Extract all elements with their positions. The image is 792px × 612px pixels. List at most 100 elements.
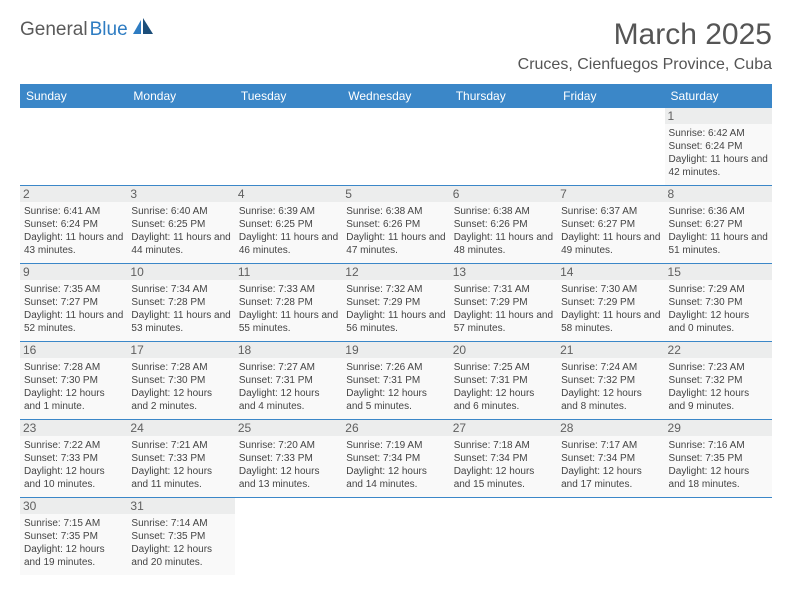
day-number: 23 bbox=[20, 420, 127, 436]
empty-cell bbox=[342, 498, 449, 576]
day-cell: 8Sunrise: 6:36 AMSunset: 6:27 PMDaylight… bbox=[665, 186, 772, 264]
day-info: Sunrise: 7:27 AMSunset: 7:31 PMDaylight:… bbox=[239, 361, 338, 413]
day-info: Sunrise: 7:35 AMSunset: 7:27 PMDaylight:… bbox=[24, 283, 123, 335]
logo: GeneralBlue bbox=[20, 18, 155, 41]
day-cell: 29 Sunrise: 7:16 AMSunset: 7:35 PMDayligh… bbox=[665, 420, 772, 498]
day-cell: 11Sunrise: 7:33 AMSunset: 7:28 PMDayligh… bbox=[235, 264, 342, 342]
month-title: March 2025 bbox=[518, 18, 772, 52]
title-block: March 2025 Cruces, Cienfuegos Province, … bbox=[518, 18, 772, 74]
day-cell: 23Sunrise: 7:22 AMSunset: 7:33 PMDayligh… bbox=[20, 420, 127, 498]
empty-cell bbox=[20, 108, 127, 186]
day-cell: 14Sunrise: 7:30 AMSunset: 7:29 PMDayligh… bbox=[557, 264, 664, 342]
day-number: 27 bbox=[450, 420, 557, 436]
day-info: Sunrise: 7:28 AMSunset: 7:30 PMDaylight:… bbox=[131, 361, 230, 413]
day-cell: 2 Sunrise: 6:41 AMSunset: 6:24 PMDaylight… bbox=[20, 186, 127, 264]
day-number: 15 bbox=[665, 264, 772, 280]
empty-cell bbox=[557, 108, 664, 186]
logo-text-blue: Blue bbox=[90, 19, 128, 41]
day-number: 22 bbox=[665, 342, 772, 358]
weekday-header: Friday bbox=[557, 84, 664, 108]
calendar-row: 9 Sunrise: 7:35 AMSunset: 7:27 PMDaylight… bbox=[20, 264, 772, 342]
day-info: Sunrise: 7:24 AMSunset: 7:32 PMDaylight:… bbox=[561, 361, 660, 413]
day-cell: 24 Sunrise: 7:21 AMSunset: 7:33 PMDayligh… bbox=[127, 420, 234, 498]
weekday-header: Tuesday bbox=[235, 84, 342, 108]
day-cell: 5Sunrise: 6:38 AMSunset: 6:26 PMDaylight… bbox=[342, 186, 449, 264]
day-cell: 1Sunrise: 6:42 AMSunset: 6:24 PMDaylight… bbox=[665, 108, 772, 186]
empty-cell bbox=[557, 498, 664, 576]
day-number: 21 bbox=[557, 342, 664, 358]
weekday-header: Sunday bbox=[20, 84, 127, 108]
day-cell: 17Sunrise: 7:28 AMSunset: 7:30 PMDayligh… bbox=[127, 342, 234, 420]
day-cell: 27 Sunrise: 7:18 AMSunset: 7:34 PMDayligh… bbox=[450, 420, 557, 498]
day-cell: 12Sunrise: 7:32 AMSunset: 7:29 PMDayligh… bbox=[342, 264, 449, 342]
weekday-row: Sunday Monday Tuesday Wednesday Thursday… bbox=[20, 84, 772, 108]
day-cell: 20Sunrise: 7:25 AMSunset: 7:31 PMDayligh… bbox=[450, 342, 557, 420]
empty-cell bbox=[665, 498, 772, 576]
day-cell: 6 Sunrise: 6:38 AMSunset: 6:26 PMDaylight… bbox=[450, 186, 557, 264]
day-number: 24 bbox=[127, 420, 234, 436]
day-info: Sunrise: 7:34 AMSunset: 7:28 PMDaylight:… bbox=[131, 283, 230, 335]
day-number: 2 bbox=[20, 186, 127, 202]
weekday-header: Saturday bbox=[665, 84, 772, 108]
day-info: Sunrise: 7:28 AMSunset: 7:30 PMDaylight:… bbox=[24, 361, 123, 413]
day-number: 1 bbox=[665, 108, 772, 124]
day-cell: 22 Sunrise: 7:23 AMSunset: 7:32 PMDayligh… bbox=[665, 342, 772, 420]
empty-cell bbox=[235, 498, 342, 576]
day-cell: 9 Sunrise: 7:35 AMSunset: 7:27 PMDaylight… bbox=[20, 264, 127, 342]
day-number: 25 bbox=[235, 420, 342, 436]
day-number: 8 bbox=[665, 186, 772, 202]
day-cell: 28Sunrise: 7:17 AMSunset: 7:34 PMDayligh… bbox=[557, 420, 664, 498]
empty-cell bbox=[127, 108, 234, 186]
calendar-row: 1Sunrise: 6:42 AMSunset: 6:24 PMDaylight… bbox=[20, 108, 772, 186]
day-info: Sunrise: 7:19 AMSunset: 7:34 PMDaylight:… bbox=[346, 439, 445, 491]
day-number: 9 bbox=[20, 264, 127, 280]
empty-cell bbox=[450, 108, 557, 186]
day-number: 29 bbox=[665, 420, 772, 436]
calendar-row: 16Sunrise: 7:28 AMSunset: 7:30 PMDayligh… bbox=[20, 342, 772, 420]
weekday-header: Monday bbox=[127, 84, 234, 108]
location: Cruces, Cienfuegos Province, Cuba bbox=[518, 56, 772, 74]
day-cell: 30 Sunrise: 7:15 AMSunset: 7:35 PMDayligh… bbox=[20, 498, 127, 576]
empty-cell bbox=[450, 498, 557, 576]
day-cell: 31 Sunrise: 7:14 AMSunset: 7:35 PMDayligh… bbox=[127, 498, 234, 576]
day-info: Sunrise: 7:30 AMSunset: 7:29 PMDaylight:… bbox=[561, 283, 660, 335]
calendar-table: Sunday Monday Tuesday Wednesday Thursday… bbox=[20, 84, 772, 575]
day-number: 6 bbox=[450, 186, 557, 202]
day-info: Sunrise: 7:17 AMSunset: 7:34 PMDaylight:… bbox=[561, 439, 660, 491]
day-info: Sunrise: 6:41 AMSunset: 6:24 PMDaylight:… bbox=[24, 205, 123, 257]
day-cell: 3Sunrise: 6:40 AMSunset: 6:25 PMDaylight… bbox=[127, 186, 234, 264]
day-number: 26 bbox=[342, 420, 449, 436]
day-number: 5 bbox=[342, 186, 449, 202]
weekday-header: Thursday bbox=[450, 84, 557, 108]
day-info: Sunrise: 7:26 AMSunset: 7:31 PMDaylight:… bbox=[346, 361, 445, 413]
day-cell: 25 Sunrise: 7:20 AMSunset: 7:33 PMDayligh… bbox=[235, 420, 342, 498]
day-number: 4 bbox=[235, 186, 342, 202]
day-number: 30 bbox=[20, 498, 127, 514]
day-number: 12 bbox=[342, 264, 449, 280]
day-number: 11 bbox=[235, 264, 342, 280]
day-number: 10 bbox=[127, 264, 234, 280]
day-cell: 13Sunrise: 7:31 AMSunset: 7:29 PMDayligh… bbox=[450, 264, 557, 342]
day-info: Sunrise: 7:16 AMSunset: 7:35 PMDaylight:… bbox=[669, 439, 768, 491]
day-info: Sunrise: 7:20 AMSunset: 7:33 PMDaylight:… bbox=[239, 439, 338, 491]
day-number: 31 bbox=[127, 498, 234, 514]
day-info: Sunrise: 6:38 AMSunset: 6:26 PMDaylight:… bbox=[454, 205, 553, 257]
day-cell: 4Sunrise: 6:39 AMSunset: 6:25 PMDaylight… bbox=[235, 186, 342, 264]
empty-cell bbox=[342, 108, 449, 186]
day-number: 3 bbox=[127, 186, 234, 202]
day-info: Sunrise: 7:23 AMSunset: 7:32 PMDaylight:… bbox=[669, 361, 768, 413]
day-cell: 16 Sunrise: 7:28 AMSunset: 7:30 PMDayligh… bbox=[20, 342, 127, 420]
day-cell: 26 Sunrise: 7:19 AMSunset: 7:34 PMDayligh… bbox=[342, 420, 449, 498]
day-info: Sunrise: 7:15 AMSunset: 7:35 PMDaylight:… bbox=[24, 517, 123, 569]
day-cell: 15Sunrise: 7:29 AMSunset: 7:30 PMDayligh… bbox=[665, 264, 772, 342]
calendar-row: 30 Sunrise: 7:15 AMSunset: 7:35 PMDayligh… bbox=[20, 498, 772, 576]
day-number: 20 bbox=[450, 342, 557, 358]
calendar-row: 2 Sunrise: 6:41 AMSunset: 6:24 PMDaylight… bbox=[20, 186, 772, 264]
day-info: Sunrise: 7:18 AMSunset: 7:34 PMDaylight:… bbox=[454, 439, 553, 491]
day-info: Sunrise: 7:21 AMSunset: 7:33 PMDaylight:… bbox=[131, 439, 230, 491]
day-info: Sunrise: 7:14 AMSunset: 7:35 PMDaylight:… bbox=[131, 517, 230, 569]
day-number: 19 bbox=[342, 342, 449, 358]
calendar-row: 23Sunrise: 7:22 AMSunset: 7:33 PMDayligh… bbox=[20, 420, 772, 498]
day-number: 16 bbox=[20, 342, 127, 358]
weekday-header: Wednesday bbox=[342, 84, 449, 108]
